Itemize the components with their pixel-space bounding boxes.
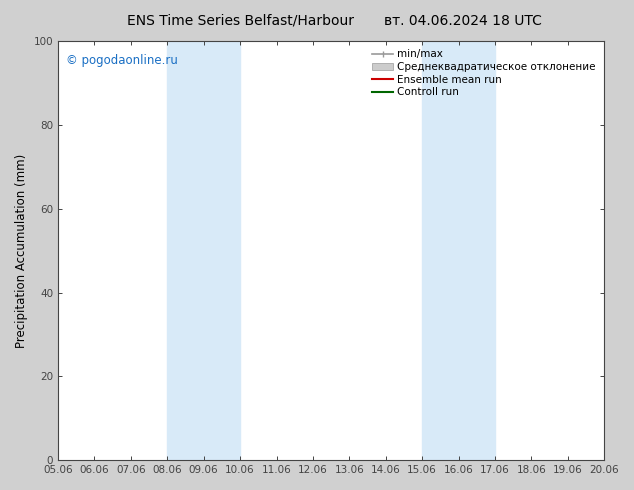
- Bar: [422, 41, 495, 460]
- Text: ENS Time Series Belfast/Harbour: ENS Time Series Belfast/Harbour: [127, 14, 354, 28]
- Text: вт. 04.06.2024 18 UTC: вт. 04.06.2024 18 UTC: [384, 14, 542, 28]
- Text: © pogodaonline.ru: © pogodaonline.ru: [66, 53, 178, 67]
- Bar: [167, 41, 240, 460]
- Legend: min/max, Среднеквадратическое отклонение, Ensemble mean run, Controll run: min/max, Среднеквадратическое отклонение…: [369, 46, 599, 100]
- Y-axis label: Precipitation Accumulation (mm): Precipitation Accumulation (mm): [15, 153, 28, 348]
